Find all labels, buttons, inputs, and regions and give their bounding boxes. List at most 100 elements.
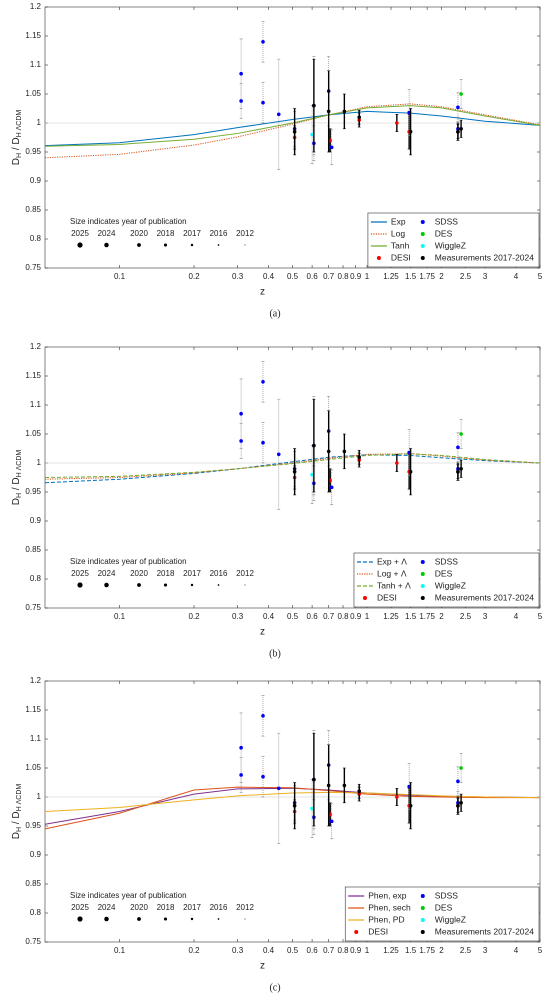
x-tick-label: 0.9 bbox=[350, 946, 362, 955]
size-marker bbox=[190, 917, 194, 921]
size-label: 2016 bbox=[210, 569, 228, 578]
data-point bbox=[261, 440, 265, 445]
x-tick-label: 0.2 bbox=[188, 612, 200, 621]
legend-box bbox=[344, 886, 540, 942]
x-tick-label: 0.1 bbox=[114, 612, 126, 621]
caption: (c) bbox=[269, 982, 280, 993]
annotation: Size indicates year of publication bbox=[70, 557, 187, 566]
y-tick-label: 1.15 bbox=[25, 371, 41, 380]
size-label: 2020 bbox=[130, 229, 148, 238]
size-label: 2017 bbox=[183, 569, 201, 578]
data-point bbox=[395, 461, 399, 465]
x-tick-label: 0.1 bbox=[114, 946, 126, 955]
legend-swatch bbox=[420, 256, 425, 260]
x-tick-label: 0.6 bbox=[307, 946, 319, 955]
legend-swatch bbox=[420, 560, 425, 564]
legend-swatch bbox=[420, 906, 425, 910]
data-point bbox=[239, 439, 243, 443]
legend-swatch bbox=[420, 244, 425, 248]
data-point bbox=[456, 779, 460, 784]
x-tick-label: 5 bbox=[538, 612, 543, 621]
x-tick-label: 0.8 bbox=[337, 946, 349, 955]
size-label: 2012 bbox=[236, 903, 254, 912]
y-tick-label: 1.15 bbox=[25, 705, 41, 714]
data-point bbox=[329, 485, 334, 490]
data-point bbox=[408, 803, 413, 808]
y-tick-label: 0.95 bbox=[25, 487, 41, 496]
legend-label: DES bbox=[435, 902, 453, 912]
y-axis-label-part: H ΛCDM bbox=[16, 110, 23, 138]
size-marker bbox=[217, 244, 220, 246]
x-tick-label: 0.1 bbox=[114, 272, 126, 281]
x-tick-label: 1 bbox=[365, 612, 370, 621]
data-point bbox=[310, 806, 314, 811]
legend-swatch bbox=[420, 918, 425, 922]
x-tick-label: 0.6 bbox=[307, 612, 319, 621]
y-tick-label: 1.1 bbox=[30, 400, 42, 409]
y-axis-label-part: / D bbox=[11, 137, 22, 153]
x-tick-label: 4 bbox=[514, 612, 519, 621]
legend-label: Phen, exp bbox=[368, 890, 407, 900]
y-tick-label: 1 bbox=[37, 458, 42, 467]
data-point bbox=[342, 449, 347, 454]
y-tick-label: 0.9 bbox=[30, 850, 42, 859]
y-tick-label: 1.2 bbox=[30, 2, 42, 11]
legend-swatch bbox=[420, 584, 425, 588]
y-axis-label-part: D bbox=[11, 158, 22, 165]
data-point bbox=[312, 443, 316, 448]
y-tick-label: 0.75 bbox=[25, 603, 41, 612]
size-label: 2025 bbox=[71, 229, 89, 238]
legend-label: WiggleZ bbox=[435, 914, 466, 924]
size-label: 2020 bbox=[130, 569, 148, 578]
size-marker bbox=[137, 917, 141, 921]
legend-label: Log + Λ bbox=[377, 568, 407, 578]
x-tick-label: 2.5 bbox=[460, 272, 472, 281]
legend-label: Tanh + Λ bbox=[377, 580, 411, 590]
y-tick-label: 0.85 bbox=[25, 545, 41, 554]
y-axis-label: DH / DH ΛCDM bbox=[11, 450, 24, 506]
x-tick-label: 0.9 bbox=[350, 612, 362, 621]
data-point bbox=[261, 380, 265, 384]
x-tick-label: 0.8 bbox=[337, 612, 349, 621]
y-tick-label: 1.2 bbox=[30, 342, 42, 351]
size-marker bbox=[77, 242, 83, 248]
x-tick-label: 0.8 bbox=[337, 272, 349, 281]
size-marker bbox=[163, 243, 168, 247]
size-marker bbox=[163, 917, 168, 921]
y-tick-label: 1 bbox=[37, 118, 42, 127]
data-point bbox=[342, 109, 347, 114]
x-tick-label: 1.5 bbox=[405, 272, 417, 281]
legend-label: DESI bbox=[391, 252, 411, 262]
size-marker bbox=[190, 583, 194, 587]
data-point bbox=[456, 469, 460, 474]
legend-swatch bbox=[376, 256, 381, 260]
y-tick-label: 0.9 bbox=[30, 516, 42, 525]
data-point bbox=[239, 99, 243, 103]
legend-swatch bbox=[420, 220, 425, 224]
legend-label: Exp bbox=[391, 216, 406, 226]
x-tick-label: 2 bbox=[439, 612, 444, 621]
data-point bbox=[459, 92, 463, 96]
size-label: 2017 bbox=[183, 903, 201, 912]
data-point bbox=[292, 803, 297, 808]
data-point bbox=[456, 803, 460, 808]
x-tick-label: 0.4 bbox=[263, 272, 275, 281]
y-axis-label-part: H ΛCDM bbox=[16, 450, 23, 478]
data-point bbox=[357, 455, 362, 460]
size-label: 2016 bbox=[210, 903, 228, 912]
y-axis-label-part: H ΛCDM bbox=[16, 784, 23, 812]
x-tick-label: 0.2 bbox=[188, 946, 200, 955]
y-tick-label: 0.8 bbox=[30, 574, 42, 583]
x-tick-label: 1 bbox=[365, 272, 370, 281]
legend-swatch bbox=[420, 894, 425, 898]
data-point bbox=[459, 432, 463, 436]
data-point bbox=[276, 786, 281, 791]
size-marker bbox=[190, 243, 194, 247]
data-point bbox=[408, 469, 413, 474]
x-tick-label: 3 bbox=[483, 272, 488, 281]
x-tick-label: 1.75 bbox=[419, 612, 435, 621]
x-tick-label: 0.7 bbox=[323, 612, 335, 621]
data-point bbox=[239, 71, 243, 76]
y-axis-label-part: D bbox=[11, 498, 22, 505]
